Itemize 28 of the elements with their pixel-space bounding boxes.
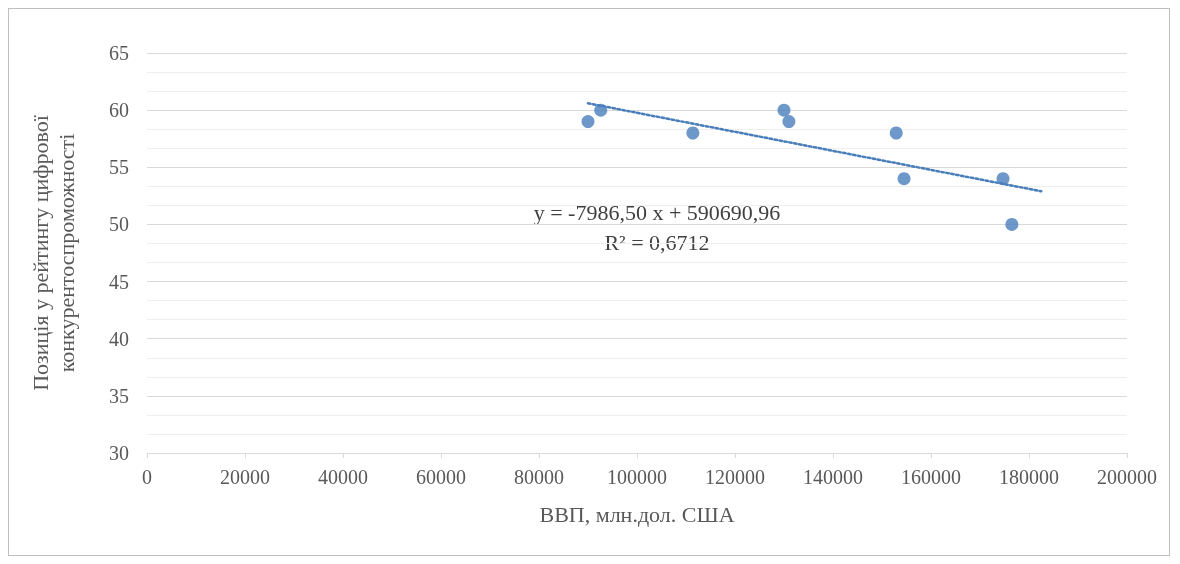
x-tick-label: 160000 — [901, 466, 961, 488]
x-tick-label: 180000 — [999, 466, 1059, 488]
point — [782, 115, 796, 129]
y-tick-label: 30 — [109, 442, 129, 464]
x-tick-label: 0 — [142, 466, 152, 488]
x-axis-title: ВВП, млн.дол. США — [539, 501, 735, 527]
x-tick-label: 200000 — [1097, 466, 1157, 488]
x-tick-label: 40000 — [318, 466, 368, 488]
y-tick-label: 35 — [109, 384, 129, 407]
y-tick-label: 50 — [109, 213, 129, 236]
point — [897, 172, 911, 186]
y-tick-label: 45 — [109, 270, 129, 293]
point — [581, 115, 595, 129]
x-tick-label: 80000 — [514, 466, 564, 488]
y-tick-label: 40 — [109, 327, 129, 350]
x-tick-label: 20000 — [220, 466, 270, 488]
x-tick-label: 140000 — [803, 466, 863, 488]
point — [686, 126, 700, 140]
x-tick-label: 100000 — [607, 466, 667, 488]
y-tick-label: 65 — [109, 42, 129, 64]
y-tick-label: 55 — [109, 156, 129, 179]
x-tick-label: 60000 — [416, 466, 466, 488]
x-tick-label: 120000 — [705, 466, 765, 488]
point — [889, 126, 903, 140]
y-axis-title: Позиція у рейтингу цифрової конкурентоспроможності — [27, 114, 79, 391]
y-tick-label: 60 — [109, 99, 129, 122]
point — [777, 103, 791, 117]
point — [1005, 217, 1019, 231]
